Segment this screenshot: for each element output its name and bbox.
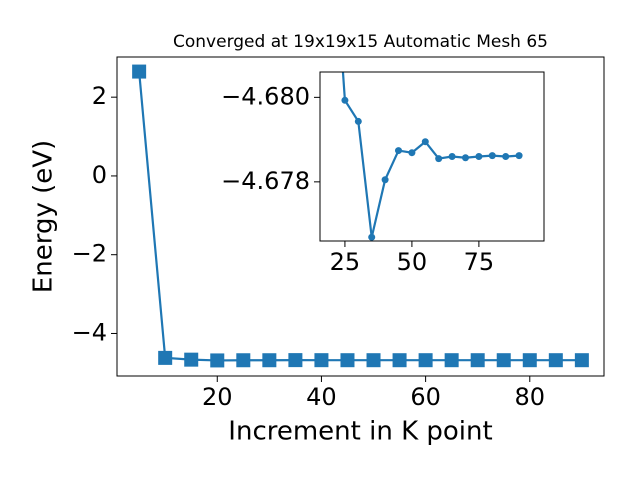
marker [496,353,511,368]
plot-layer [132,64,589,368]
marker [236,353,251,368]
marker [461,154,469,162]
marker [354,117,362,125]
marker [475,153,483,160]
marker [381,176,389,184]
x-tick-label: 75 [464,248,495,276]
marker [314,353,329,368]
marker [548,353,563,368]
y-tick-label: −4.678 [221,167,310,195]
marker [210,353,225,368]
x-tick-label: 60 [410,383,441,411]
marker [341,96,349,104]
marker [574,353,589,368]
marker [421,138,429,146]
marker [408,149,416,157]
marker [444,353,459,368]
marker [132,64,147,79]
marker [435,155,443,163]
marker [340,353,355,368]
y-tick-label: −4 [72,318,107,346]
marker [366,353,381,368]
y-tick-label: −2 [72,240,107,268]
marker [418,353,433,368]
marker [262,353,277,368]
x-tick-label: 80 [515,383,546,411]
marker [522,353,537,368]
x-axis-label: Increment in K point [228,417,492,447]
y-tick-label: 2 [92,82,107,110]
marker [470,353,485,368]
plot-layer [341,72,523,241]
x-tick-label: 20 [202,383,233,411]
marker [288,353,303,368]
marker [368,233,376,241]
x-tick-label: 25 [330,248,361,276]
marker [502,153,510,160]
marker [515,152,523,160]
x-tick-label: 50 [397,248,428,276]
chart-title: Converged at 19x19x15 Automatic Mesh 65 [173,32,548,52]
y-axis-label: Energy (eV) [29,140,59,293]
marker [448,153,456,160]
axes-frame [319,71,545,242]
axes-frame [116,56,605,377]
marker [184,352,199,367]
marker [392,353,407,368]
y-tick-label: 0 [92,161,107,189]
marker [488,152,496,160]
marker [158,350,173,365]
marker [395,147,403,155]
y-tick-label: −4.680 [221,82,310,110]
x-tick-label: 40 [306,383,337,411]
